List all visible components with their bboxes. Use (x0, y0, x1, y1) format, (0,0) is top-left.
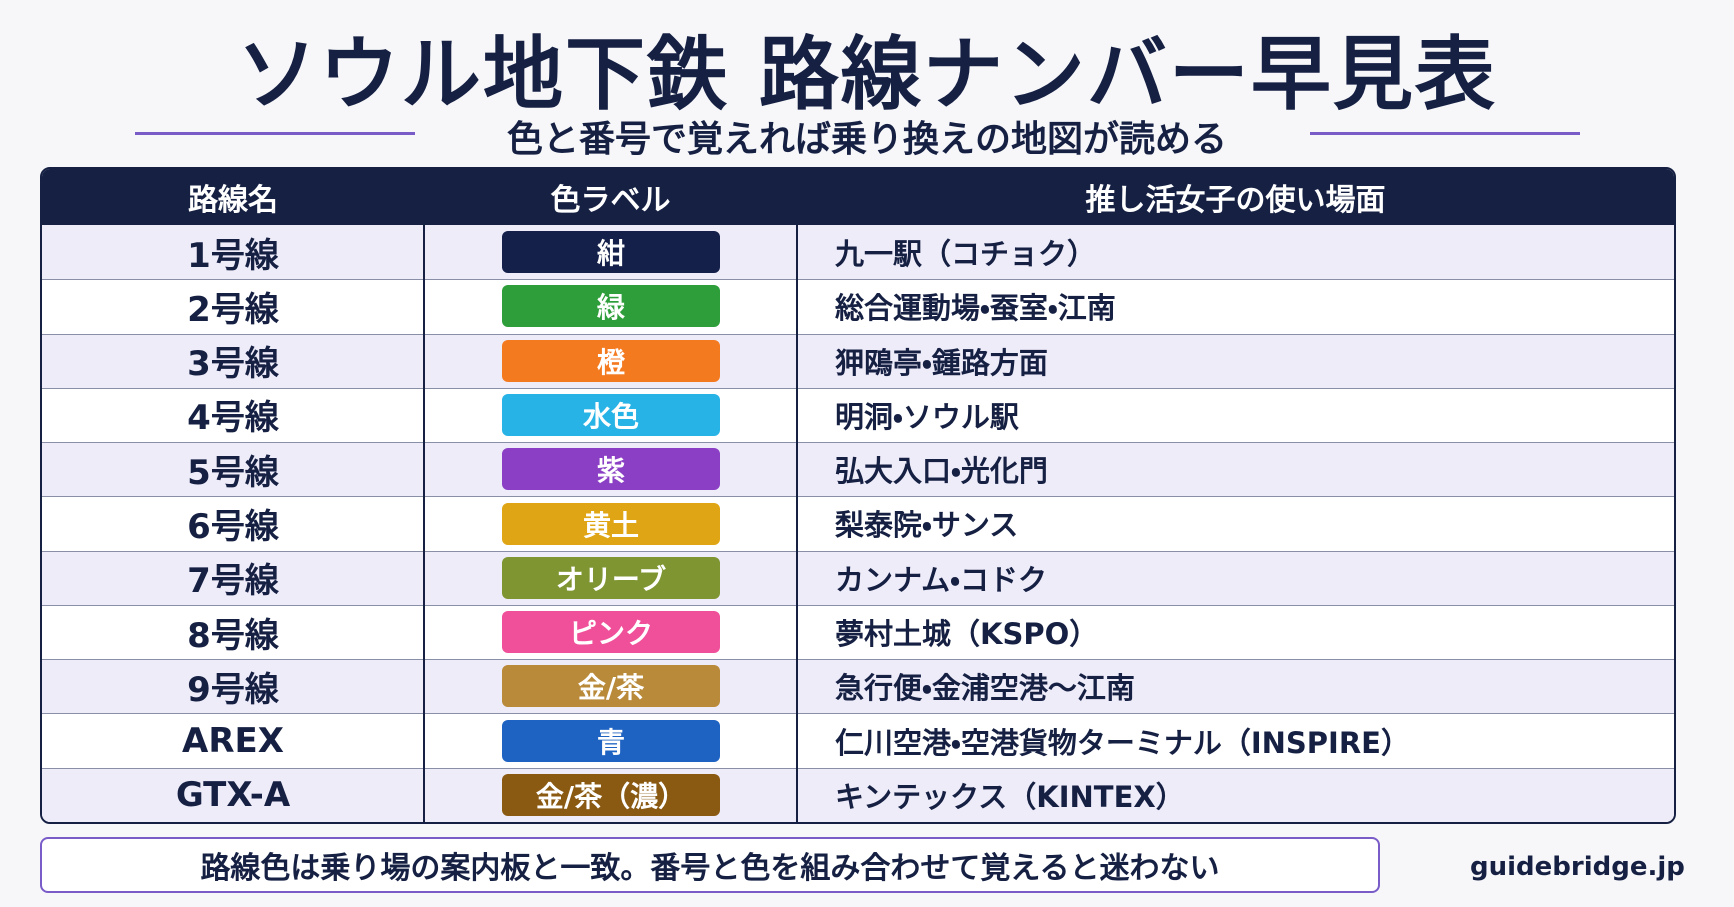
line-name: 9号線 (187, 669, 279, 710)
color-badge: 黄土 (502, 502, 720, 545)
row-bg (42, 604, 1674, 660)
row-bg (42, 496, 1674, 551)
usage-scene: 仁川空港・空港貨物ターミナル（INSPIRE） (835, 725, 1410, 760)
column-header: 路線名 (42, 169, 424, 225)
color-badge: 金/茶 (502, 665, 720, 708)
usage-scene: 狎鴎亭・鍾路方面 (835, 345, 1048, 380)
row-divider (42, 604, 1674, 606)
row-bg (42, 550, 1674, 605)
line-name: 2号線 (187, 289, 279, 330)
line-name: 4号線 (187, 398, 279, 439)
usage-scene: 弘大入口・光化門 (835, 454, 1048, 489)
color-badge: 金/茶（濃） (502, 773, 720, 816)
usage-scene: カンナム・コドク (835, 562, 1047, 597)
color-badge: 紫 (502, 448, 720, 491)
row-divider (42, 333, 1674, 335)
row-divider (42, 496, 1674, 498)
row-bg (42, 225, 1674, 280)
usage-scene: 梨泰院・サンス (835, 508, 1019, 543)
row-bg (42, 333, 1674, 388)
usage-scene: 総合運動場・蚕室・江南 (835, 291, 1116, 326)
usage-scene: 夢村土城（KSPO） (835, 617, 1099, 652)
line-name: 3号線 (187, 344, 279, 385)
row-divider (42, 442, 1674, 444)
line-name: 6号線 (187, 506, 279, 547)
line-name: 8号線 (187, 615, 279, 656)
row-divider (42, 659, 1674, 661)
usage-scene: 明洞・ソウル駅 (835, 399, 1019, 434)
row-divider (42, 387, 1674, 389)
line-name: 5号線 (187, 452, 279, 493)
color-badge: オリーブ (502, 556, 720, 599)
row-bg (42, 659, 1674, 714)
usage-scene: 九一駅（コチョク） (835, 237, 1097, 272)
line-name: GTX-A (175, 774, 291, 815)
site-name: guidebridge.jp (1470, 852, 1685, 882)
color-badge: 緑 (502, 285, 720, 328)
row-divider (42, 279, 1674, 281)
divider (135, 132, 415, 135)
footer-note: 路線色は乗り場の案内板と一致。番号と色を組み合わせて覚えると迷わない (40, 837, 1380, 893)
column-header: 色ラベル (424, 169, 797, 225)
line-name: 1号線 (187, 235, 279, 276)
line-name: AREX (182, 720, 284, 761)
subtitle: 色と番号で覚えれば乗り換えの地図が読める (506, 119, 1227, 160)
column-divider (796, 169, 798, 822)
color-badge: 水色 (502, 393, 720, 436)
usage-scene: 急行便・金浦空港〜江南 (835, 671, 1135, 706)
row-bg (42, 767, 1674, 822)
column-divider (423, 169, 425, 822)
color-badge: 橙 (502, 339, 720, 382)
color-badge: 紺 (502, 231, 720, 274)
row-divider (42, 550, 1674, 552)
row-bg (42, 279, 1674, 334)
column-header: 推し活女子の使い場面 (797, 169, 1674, 225)
divider (1310, 132, 1580, 135)
color-badge: ピンク (502, 611, 720, 654)
row-divider (42, 767, 1674, 769)
row-divider (42, 713, 1674, 715)
line-name: 7号線 (187, 561, 279, 602)
line-table: 路線名 色ラベル 推し活女子の使い場面 1号線 紺 九一駅（コチョク） 2号線 緑 総合運動場・… (40, 167, 1676, 824)
row-bg (42, 387, 1674, 443)
color-badge: 青 (502, 719, 720, 762)
title: ソウル地下鉄 路線ナンバー早見表 (237, 28, 1497, 121)
usage-scene: キンテックス（KINTEX） (835, 779, 1185, 814)
row-bg (42, 713, 1674, 768)
row-bg (42, 442, 1674, 497)
